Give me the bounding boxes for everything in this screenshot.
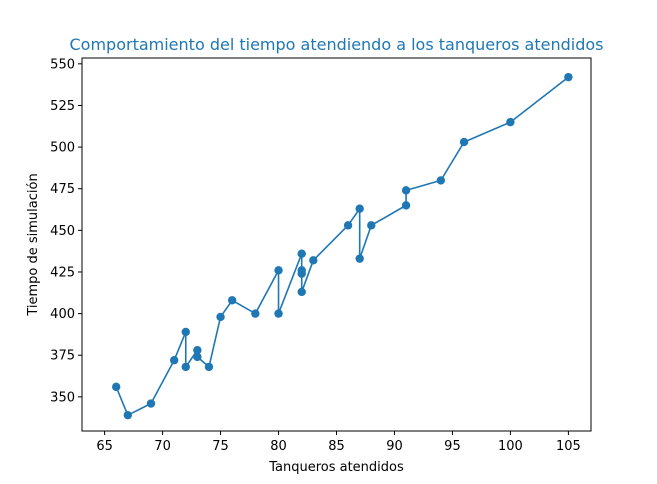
data-point [216, 312, 225, 322]
data-point [204, 362, 214, 372]
data-point [401, 201, 411, 210]
x-tick-label: 90 [386, 439, 403, 454]
x-tick-label: 95 [444, 439, 461, 454]
y-tick-label: 475 [50, 182, 75, 197]
data-point [355, 204, 364, 213]
y-tick-label: 375 [50, 349, 75, 364]
x-tick-label: 80 [270, 439, 287, 454]
data-point [193, 352, 202, 362]
x-axis: 65 70 75 80 85 90 95 100 105 [96, 431, 581, 454]
data-point [355, 254, 364, 263]
data-point [506, 117, 515, 127]
data-point [459, 137, 469, 147]
y-tick-label: 500 [50, 141, 75, 156]
y-tick-label: 550 [50, 57, 75, 72]
data-point [343, 221, 353, 230]
data-point [274, 266, 283, 275]
data-point [227, 296, 237, 305]
y-tick-label: 525 [50, 99, 75, 114]
data-point [309, 256, 318, 265]
x-tick-label: 65 [96, 439, 113, 454]
data-point [436, 176, 446, 185]
y-tick-label: 400 [50, 307, 75, 322]
x-tick-label: 70 [154, 439, 171, 454]
plot-area [112, 72, 573, 420]
x-tick-label: 75 [212, 439, 229, 454]
data-point [146, 399, 156, 408]
x-tick-label: 100 [498, 439, 523, 454]
y-tick-label: 450 [50, 224, 75, 239]
data-point [112, 382, 121, 392]
data-point [169, 356, 179, 365]
data-point [193, 346, 202, 355]
y-axis-label: Tiempo de simulación [26, 173, 41, 316]
data-point [297, 249, 306, 258]
x-tick-label: 85 [328, 439, 345, 454]
x-axis-label: Tanqueros atendidos [268, 460, 404, 475]
data-point [297, 287, 306, 297]
x-tick-label: 105 [556, 439, 581, 454]
data-point [367, 221, 376, 230]
y-tick-label: 425 [50, 265, 75, 280]
chart-title: Comportamiento del tiempo atendiendo a l… [70, 35, 604, 54]
data-point [401, 186, 411, 195]
data-point [564, 72, 573, 82]
y-axis: 350 375 400 425 450 475 500 525 550 [50, 57, 82, 405]
data-point [181, 362, 190, 372]
data-point [274, 309, 283, 318]
data-point [251, 309, 260, 318]
data-point [123, 410, 132, 420]
y-tick-label: 350 [50, 390, 75, 405]
data-point [181, 327, 190, 337]
data-point [297, 269, 306, 278]
